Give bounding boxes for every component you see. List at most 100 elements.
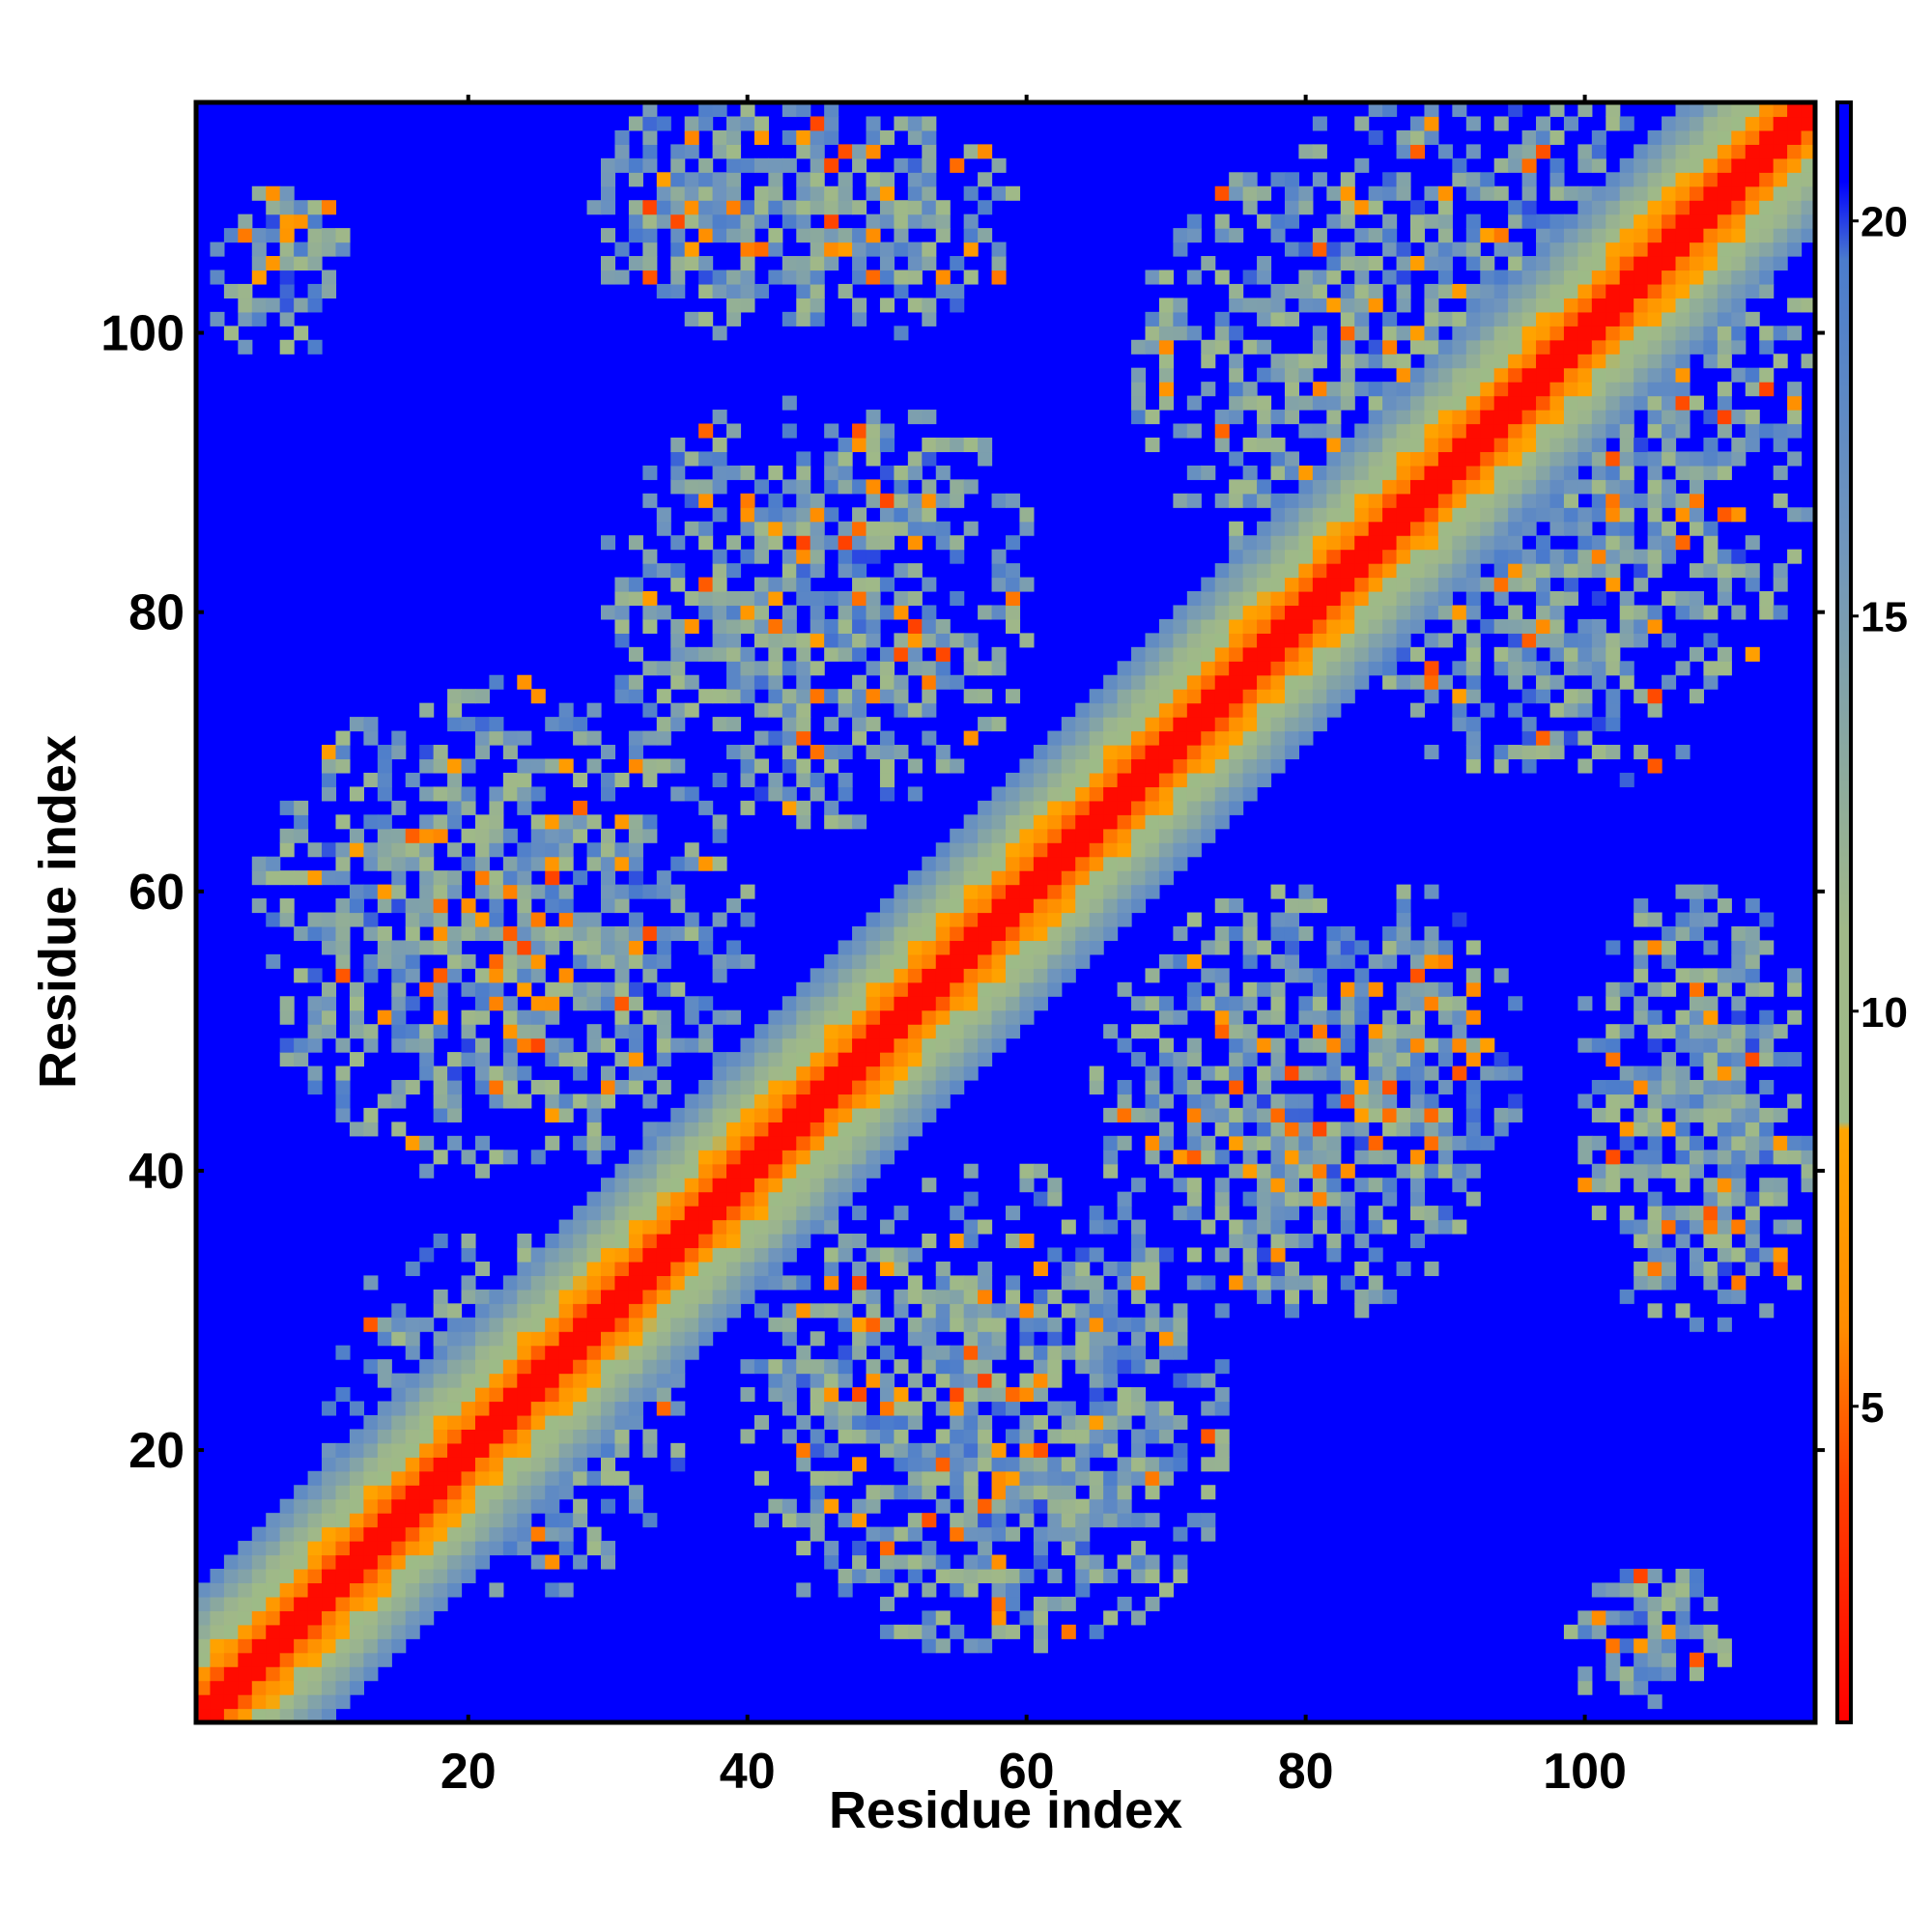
heatmap-cell — [502, 1303, 518, 1319]
heatmap-cell — [1354, 646, 1370, 662]
heatmap-cell — [573, 870, 588, 886]
heatmap-cell — [1354, 1234, 1370, 1249]
heatmap-cell — [405, 842, 420, 858]
heatmap-cell — [753, 1275, 769, 1291]
heatmap-cell — [545, 1345, 560, 1360]
heatmap-cell — [294, 1526, 309, 1542]
heatmap-cell — [1396, 144, 1411, 159]
heatmap-cell — [545, 1513, 560, 1528]
heatmap-cell — [1186, 1079, 1202, 1095]
heatmap-cell — [1061, 800, 1076, 815]
heatmap-cell — [1549, 326, 1565, 341]
heatmap-cell — [768, 646, 783, 662]
heatmap-cell — [1452, 661, 1467, 676]
heatmap-cell — [573, 717, 588, 732]
heatmap-cell — [922, 1387, 937, 1403]
heatmap-cell — [1396, 1037, 1411, 1053]
heatmap-cell — [1298, 1234, 1314, 1249]
heatmap-cell — [866, 172, 881, 187]
heatmap-cell — [1563, 354, 1578, 369]
heatmap-cell — [1605, 270, 1621, 285]
heatmap-cell — [1298, 702, 1314, 718]
heatmap-cell — [1424, 465, 1439, 480]
heatmap-cell — [1591, 298, 1606, 313]
heatmap-cell — [1214, 730, 1230, 746]
heatmap-cell — [489, 1065, 504, 1081]
heatmap-cell — [1257, 311, 1272, 327]
heatmap-cell — [573, 1457, 588, 1472]
heatmap-cell — [1634, 213, 1649, 229]
heatmap-cell — [266, 1554, 281, 1570]
heatmap-cell — [866, 1052, 881, 1067]
heatmap-cell — [824, 1178, 839, 1193]
heatmap-cell — [796, 1303, 811, 1319]
heatmap-cell — [1186, 1373, 1202, 1388]
heatmap-cell — [1117, 1037, 1132, 1053]
heatmap-cell — [238, 1582, 253, 1598]
heatmap-cell — [1117, 1513, 1132, 1528]
heatmap-cell — [419, 1568, 435, 1584]
heatmap-cell — [474, 1317, 491, 1332]
heatmap-cell — [573, 1289, 588, 1304]
heatmap-cell — [1340, 1065, 1355, 1081]
heatmap-cell — [489, 1387, 504, 1403]
heatmap-cell — [1006, 493, 1021, 508]
heatmap-cell — [294, 326, 309, 341]
heatmap-cell — [545, 758, 560, 774]
heatmap-cell — [796, 144, 811, 159]
heatmap-cell — [726, 605, 742, 620]
heatmap-cell — [796, 1275, 811, 1291]
heatmap-cell — [349, 1122, 364, 1137]
heatmap-cell — [1480, 702, 1495, 718]
heatmap-cell — [223, 1568, 239, 1584]
heatmap-cell — [810, 1135, 825, 1151]
heatmap-cell — [852, 521, 867, 536]
heatmap-cell — [1257, 479, 1272, 495]
heatmap-cell — [1452, 157, 1467, 173]
heatmap-cell — [517, 940, 532, 955]
heatmap-cell — [1340, 577, 1355, 592]
heatmap-cell — [210, 1666, 225, 1682]
heatmap-cell — [866, 981, 881, 997]
heatmap-cell — [1173, 1206, 1188, 1221]
heatmap-cell — [852, 1135, 867, 1151]
heatmap-cell — [1186, 326, 1202, 341]
heatmap-cell — [879, 437, 895, 453]
heatmap-cell — [322, 283, 337, 298]
heatmap-cell — [1312, 717, 1327, 732]
heatmap-cell — [1591, 283, 1606, 298]
heatmap-cell — [1075, 842, 1091, 858]
heatmap-cell — [545, 1401, 560, 1416]
heatmap-cell — [363, 1442, 379, 1458]
heatmap-cell — [838, 1234, 853, 1249]
heatmap-cell — [1634, 1652, 1649, 1667]
heatmap-cell — [922, 479, 937, 495]
heatmap-cell — [307, 1485, 323, 1500]
heatmap-cell — [1257, 521, 1272, 536]
heatmap-cell — [530, 828, 546, 843]
heatmap-cell — [545, 870, 560, 886]
heatmap-cell — [726, 1275, 742, 1291]
heatmap-cell — [670, 702, 686, 718]
heatmap-cell — [363, 1317, 379, 1332]
heatmap-cell — [1647, 1303, 1662, 1319]
heatmap-cell — [824, 1107, 839, 1122]
heatmap-cell — [726, 674, 742, 690]
heatmap-cell — [1214, 786, 1230, 802]
heatmap-cell — [670, 228, 686, 243]
heatmap-cell — [935, 213, 951, 229]
heatmap-cell — [1006, 912, 1021, 927]
heatmap-cell — [838, 1513, 853, 1528]
heatmap-cell — [251, 1624, 267, 1639]
heatmap-cell — [879, 1401, 895, 1416]
heatmap-cell — [866, 1414, 881, 1431]
heatmap-cell — [1563, 339, 1578, 355]
heatmap-cell — [196, 1596, 212, 1611]
heatmap-cell — [950, 870, 965, 886]
heatmap-cell — [991, 828, 1007, 843]
heatmap-cell — [1493, 1122, 1509, 1137]
heatmap-cell — [810, 1331, 825, 1347]
heatmap-cell — [1186, 1513, 1202, 1528]
heatmap-cell — [461, 1024, 476, 1039]
heatmap-cell — [1493, 577, 1509, 592]
